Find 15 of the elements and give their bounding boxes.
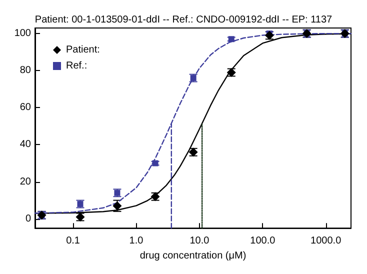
- x-tick-label: 10.0: [190, 236, 210, 247]
- y-tick-label: 80: [20, 65, 32, 76]
- x-tick-label: 1000.0: [310, 236, 342, 247]
- y-tick-label: 60: [20, 102, 32, 114]
- y-tick-label: 40: [20, 139, 32, 150]
- chart-title: Patient: 00-1-013509-01-ddI -- Ref.: CNDO-009192-ddI -- EP: 1137: [34, 14, 333, 26]
- x-tick-label: 0.1: [66, 236, 80, 247]
- x-axis-title: drug concentration (μM): [140, 250, 246, 262]
- legend-label: Ref.:: [66, 60, 88, 72]
- legend-label: Patient:: [66, 44, 100, 56]
- x-tick-label: 1.0: [129, 236, 144, 247]
- y-tick-label: 100: [14, 28, 32, 40]
- y-tick-label: 20: [20, 176, 32, 188]
- x-tick-label: 100.0: [250, 236, 276, 247]
- y-tick-label: 0: [25, 213, 32, 224]
